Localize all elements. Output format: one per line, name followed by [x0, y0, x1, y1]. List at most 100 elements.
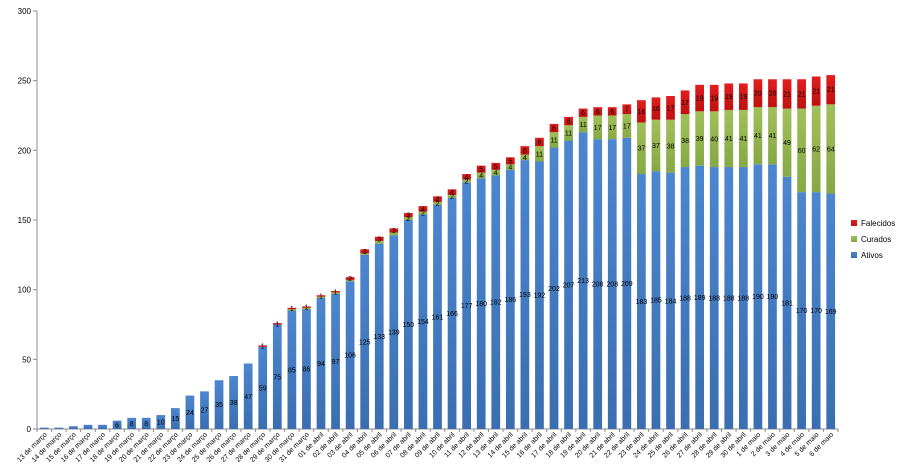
bar-segment-curados	[505, 164, 515, 170]
bar-segment-curados	[826, 104, 836, 194]
data-label-falecidos: 21	[812, 89, 820, 96]
bar-segment-ativos	[666, 172, 675, 430]
data-label-curados: 60	[798, 148, 806, 155]
data-label-ativos: 188	[723, 296, 735, 303]
bar-segment-curados	[695, 111, 705, 166]
bar-segment-ativos	[54, 427, 64, 429]
bar-segment-ativos	[724, 167, 734, 429]
data-label-ativos: 208	[592, 282, 604, 289]
data-label-curados: 2	[421, 211, 425, 218]
data-label-falecidos: 6	[567, 119, 571, 126]
data-label-ativos: 85	[288, 367, 296, 374]
legend: Falecidos Curados Ativos	[851, 219, 895, 260]
bar-segment-ativos	[112, 420, 122, 429]
data-label-falecidos: 4	[421, 206, 425, 213]
bar-segment-falecidos	[374, 236, 384, 241]
data-label-falecidos: 17	[681, 100, 689, 107]
data-label-falecidos: 19	[710, 96, 718, 103]
bar-segment-curados	[447, 194, 457, 198]
data-label-ativos: 185	[650, 298, 662, 305]
data-label-ativos: 106	[344, 353, 356, 360]
y-tick-label: 250	[18, 77, 32, 86]
data-label-ativos: 27	[201, 408, 209, 415]
data-label-ativos: 97	[332, 359, 340, 366]
legend-label-curados: Curados	[861, 235, 891, 244]
bar-segment-ativos	[433, 204, 442, 429]
data-label-ativos: 59	[259, 385, 267, 392]
bar-segment-curados	[564, 125, 573, 141]
bar-segment-ativos	[476, 178, 486, 429]
data-label-falecidos: 1	[334, 289, 338, 296]
bar-segment-ativos	[185, 395, 195, 429]
data-label-falecidos: 5	[479, 167, 483, 174]
y-tick-label: 50	[22, 355, 31, 364]
legend-label-ativos: Ativos	[861, 251, 883, 260]
bar-segment-falecidos	[433, 196, 442, 202]
bar-segment-ativos	[651, 171, 661, 429]
data-label-falecidos: 1	[290, 306, 294, 313]
data-label-curados: 64	[827, 146, 835, 153]
data-label-falecidos: 16	[637, 109, 645, 116]
bar-segment-ativos	[418, 214, 428, 429]
data-label-falecidos: 1	[275, 321, 279, 328]
bar-segment-curados	[797, 108, 806, 193]
bar-segment-ativos	[505, 169, 515, 429]
bar-segment-falecidos	[462, 174, 471, 180]
bar-segment-curados	[302, 307, 311, 310]
bar-segment-curados	[316, 296, 326, 299]
bar-segment-falecidos	[680, 90, 690, 115]
data-label-ativos: 170	[810, 308, 822, 315]
y-tick-label: 200	[18, 146, 32, 155]
data-label-ativos: 38	[230, 400, 238, 407]
data-label-falecidos: 6	[610, 109, 614, 116]
bar-segment-falecidos	[476, 165, 486, 173]
bar-segment-ativos	[491, 175, 501, 429]
data-label-falecidos: 20	[769, 91, 777, 98]
bar-segment-ativos	[593, 139, 603, 430]
data-label-falecidos: 3	[377, 236, 381, 243]
data-label-falecidos: 4	[436, 197, 440, 204]
bar-segment-ativos	[622, 137, 632, 429]
data-label-falecidos: 6	[596, 109, 600, 116]
bar-segment-falecidos	[593, 107, 603, 116]
bar-segment-ativos	[520, 160, 530, 429]
data-label-falecidos: 1	[319, 293, 323, 300]
bar-segment-falecidos	[622, 104, 632, 115]
bar-segment-curados	[578, 116, 588, 133]
bar-segment-falecidos	[564, 116, 573, 126]
bar-segment-curados	[360, 253, 370, 255]
data-label-ativos: 161	[432, 314, 444, 321]
bar-segment-falecidos	[607, 107, 617, 116]
bar-segment-curados	[389, 232, 399, 236]
bar-segment-falecidos	[258, 345, 268, 347]
data-label-ativos: 166	[446, 311, 458, 318]
bar-segment-curados	[738, 109, 748, 168]
data-label-ativos: 6	[115, 422, 119, 429]
data-label-falecidos: 1	[261, 344, 265, 351]
bar-segment-ativos	[607, 139, 617, 430]
data-label-ativos: 169	[825, 309, 837, 316]
data-label-ativos: 189	[694, 295, 706, 302]
data-label-ativos: 94	[317, 361, 325, 368]
data-label-ativos: 35	[215, 402, 223, 409]
bar-segment-falecidos	[578, 108, 588, 117]
bar-segment-falecidos	[287, 307, 297, 310]
data-label-falecidos: 17	[667, 105, 675, 112]
data-label-curados: 11	[579, 122, 586, 129]
data-label-curados: 40	[710, 137, 718, 144]
data-label-ativos: 8	[144, 421, 148, 428]
data-label-ativos: 188	[708, 296, 720, 303]
data-label-curados: 49	[783, 140, 791, 147]
legend-swatch-falecidos	[851, 220, 857, 226]
data-label-falecidos: 5	[494, 164, 498, 171]
bar-segment-ativos	[243, 363, 253, 429]
bar-segment-falecidos	[404, 213, 413, 218]
bar-segment-ativos	[127, 417, 137, 429]
bar-segment-falecidos	[651, 97, 661, 120]
data-label-ativos: 150	[403, 322, 415, 329]
data-label-ativos: 188	[679, 296, 691, 303]
bar-segment-falecidos	[520, 146, 530, 155]
data-label-ativos: 125	[359, 339, 371, 346]
bar-segment-ativos	[826, 193, 836, 429]
bar-segment-ativos	[229, 376, 238, 429]
